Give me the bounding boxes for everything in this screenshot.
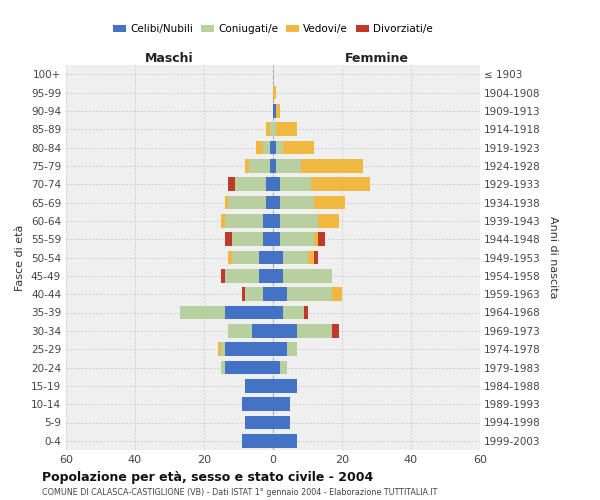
Bar — [235, 178, 266, 191]
Bar — [301, 159, 363, 172]
Bar — [266, 196, 273, 209]
Bar — [273, 178, 280, 191]
Bar — [318, 214, 338, 228]
Bar — [224, 269, 259, 282]
Bar — [253, 324, 273, 338]
Bar — [263, 214, 273, 228]
Bar — [269, 122, 273, 136]
Bar — [245, 288, 263, 301]
Bar — [245, 159, 249, 172]
Bar — [221, 360, 224, 374]
Bar — [224, 214, 263, 228]
Bar — [273, 434, 297, 448]
Bar — [308, 250, 314, 264]
Bar — [287, 342, 297, 356]
Bar — [273, 104, 277, 118]
Bar — [273, 324, 297, 338]
Bar — [273, 398, 290, 411]
Bar — [273, 288, 287, 301]
Bar — [180, 306, 224, 320]
Bar — [242, 288, 245, 301]
Bar — [242, 434, 273, 448]
Bar — [287, 288, 332, 301]
Text: COMUNE DI CALASCA-CASTIGLIONE (VB) - Dati ISTAT 1° gennaio 2004 - Elaborazione T: COMUNE DI CALASCA-CASTIGLIONE (VB) - Dat… — [42, 488, 437, 497]
Bar — [280, 360, 287, 374]
Bar — [269, 140, 273, 154]
Bar — [228, 196, 266, 209]
Bar — [277, 104, 280, 118]
Bar — [245, 416, 273, 430]
Bar — [314, 196, 346, 209]
Bar — [318, 232, 325, 246]
Bar — [266, 122, 269, 136]
Bar — [232, 232, 263, 246]
Bar — [280, 178, 311, 191]
Bar — [245, 379, 273, 392]
Bar — [283, 306, 304, 320]
Bar — [332, 324, 338, 338]
Bar — [224, 306, 273, 320]
Bar — [277, 159, 301, 172]
Bar — [273, 269, 283, 282]
Bar — [263, 288, 273, 301]
Bar — [221, 342, 224, 356]
Y-axis label: Anni di nascita: Anni di nascita — [548, 216, 557, 298]
Bar — [332, 288, 342, 301]
Bar — [242, 398, 273, 411]
Bar — [221, 214, 224, 228]
Bar — [314, 250, 318, 264]
Bar — [256, 140, 263, 154]
Bar — [263, 232, 273, 246]
Bar — [263, 140, 269, 154]
Bar — [277, 140, 283, 154]
Bar — [269, 159, 273, 172]
Bar — [297, 324, 332, 338]
Bar — [273, 250, 283, 264]
Bar — [273, 140, 277, 154]
Bar — [314, 232, 318, 246]
Bar — [273, 122, 277, 136]
Bar — [273, 379, 297, 392]
Bar — [273, 416, 290, 430]
Bar — [218, 342, 221, 356]
Text: Maschi: Maschi — [145, 52, 194, 65]
Bar — [228, 324, 253, 338]
Bar — [228, 250, 232, 264]
Bar — [304, 306, 308, 320]
Bar — [273, 86, 277, 100]
Bar — [311, 178, 370, 191]
Bar — [280, 196, 314, 209]
Text: Femmine: Femmine — [344, 52, 409, 65]
Bar — [273, 306, 283, 320]
Bar — [224, 360, 273, 374]
Bar — [283, 140, 314, 154]
Bar — [273, 232, 280, 246]
Bar — [280, 214, 318, 228]
Bar — [283, 269, 332, 282]
Bar — [259, 269, 273, 282]
Bar — [273, 196, 280, 209]
Bar — [259, 250, 273, 264]
Bar — [280, 232, 314, 246]
Bar — [273, 159, 277, 172]
Bar — [266, 178, 273, 191]
Bar — [273, 360, 280, 374]
Bar — [273, 342, 287, 356]
Bar — [249, 159, 269, 172]
Bar — [228, 178, 235, 191]
Text: Popolazione per età, sesso e stato civile - 2004: Popolazione per età, sesso e stato civil… — [42, 470, 373, 484]
Y-axis label: Fasce di età: Fasce di età — [16, 224, 25, 290]
Bar — [277, 122, 297, 136]
Bar — [273, 214, 280, 228]
Bar — [224, 232, 232, 246]
Bar — [221, 269, 224, 282]
Bar — [283, 250, 308, 264]
Legend: Celibi/Nubili, Coniugati/e, Vedovi/e, Divorziati/e: Celibi/Nubili, Coniugati/e, Vedovi/e, Di… — [109, 20, 437, 38]
Bar — [224, 342, 273, 356]
Bar — [225, 196, 228, 209]
Bar — [232, 250, 259, 264]
